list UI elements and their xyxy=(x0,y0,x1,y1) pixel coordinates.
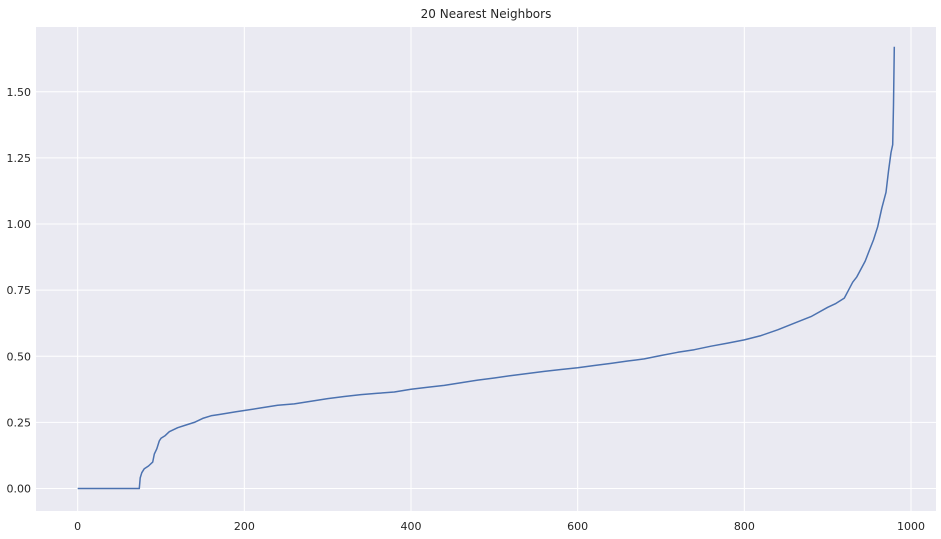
series-line xyxy=(77,46,896,490)
x-tick-label: 400 xyxy=(401,520,422,533)
x-tick-label: 0 xyxy=(74,520,81,533)
plot-area xyxy=(36,27,936,511)
x-tick-label: 600 xyxy=(567,520,588,533)
y-tick-label: 0.25 xyxy=(7,416,32,429)
chart-title: 20 Nearest Neighbors xyxy=(421,7,552,21)
y-tick-label: 0.75 xyxy=(7,284,32,297)
y-tick-label: 1.50 xyxy=(7,86,32,99)
y-tick-label: 1.00 xyxy=(7,218,32,231)
y-tick-label: 0.00 xyxy=(7,483,32,496)
x-axis-ticks: 0 200 400 600 800 1000 xyxy=(74,520,925,533)
x-tick-label: 800 xyxy=(734,520,755,533)
series-layer xyxy=(77,46,896,490)
y-tick-label: 1.25 xyxy=(7,152,32,165)
y-axis-ticks: 0.00 0.25 0.50 0.75 1.00 1.25 1.50 xyxy=(7,86,32,496)
x-tick-label: 200 xyxy=(234,520,255,533)
x-tick-label: 1000 xyxy=(897,520,925,533)
y-tick-label: 0.50 xyxy=(7,350,32,363)
grid xyxy=(36,27,936,511)
